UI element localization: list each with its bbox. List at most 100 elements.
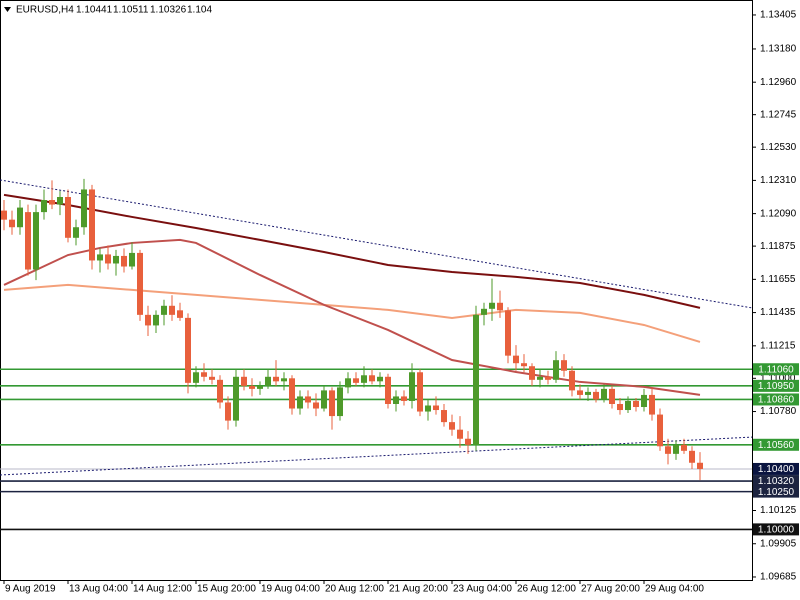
candle-body: [529, 366, 535, 380]
chart-title: EURUSD,H4: [16, 5, 74, 16]
header-low: 1.10326: [150, 5, 187, 16]
candle-body: [57, 197, 63, 205]
y-tick-label: 1.12530: [760, 142, 797, 153]
level-label: 1.10400: [758, 464, 795, 475]
level-label: 1.10320: [758, 476, 795, 487]
y-tick-label: 1.11875: [760, 241, 796, 252]
candle-body: [337, 387, 343, 417]
candle-body: [401, 396, 407, 401]
level-label: 1.10000: [758, 525, 795, 536]
y-tick-label: 1.13405: [760, 10, 797, 21]
candle-body: [449, 422, 455, 430]
level-label-box: [753, 475, 799, 488]
candle-body: [537, 376, 543, 380]
candle-body: [41, 200, 47, 213]
x-tick-label: 23 Aug 04:00: [453, 584, 512, 595]
y-tick-label: 1.11215: [760, 340, 796, 351]
candle-body: [65, 197, 71, 238]
trendline: [0, 179, 753, 309]
candle-body: [481, 308, 487, 315]
header-close: 1.104: [187, 5, 212, 16]
candle-body: [345, 378, 351, 388]
trendline: [0, 436, 753, 476]
candle-body: [441, 410, 447, 423]
candle-body: [617, 403, 623, 411]
header-high: 1.10511: [113, 5, 149, 16]
candle-body: [153, 314, 159, 326]
candle-body: [241, 376, 247, 386]
candle-body: [505, 310, 511, 356]
candle-body: [321, 390, 327, 409]
candle-body: [17, 207, 23, 228]
y-tick-label: 1.09685: [760, 572, 797, 583]
x-tick-label: 20 Aug 12:00: [325, 584, 384, 595]
candle-body: [209, 376, 215, 380]
candle-body: [585, 391, 591, 395]
candle-body: [257, 385, 263, 389]
y-tick-label: 1.12960: [760, 77, 797, 88]
plot-frame: [0, 0, 753, 581]
candle-body: [593, 391, 599, 400]
candle-body: [33, 212, 39, 270]
candle-body: [145, 314, 151, 326]
candle-body: [433, 405, 439, 411]
candle-body: [49, 200, 55, 205]
candle-body: [193, 372, 199, 383]
candle-body: [97, 254, 103, 261]
level-label-box: [753, 379, 799, 392]
candle-body: [249, 385, 255, 389]
x-tick-label: 13 Aug 04:00: [69, 584, 128, 595]
x-tick-label: 19 Aug 04:00: [261, 584, 320, 595]
candle-body: [137, 252, 143, 315]
candle-body: [521, 363, 527, 367]
candle-body: [265, 376, 271, 386]
candle-body: [641, 394, 647, 408]
candle-body: [577, 390, 583, 395]
candle-body: [289, 378, 295, 409]
level-label: 1.10560: [758, 440, 795, 451]
candle-body: [73, 227, 79, 238]
candle-body: [625, 400, 631, 411]
candle-body: [473, 314, 479, 445]
candle-body: [361, 375, 367, 383]
menu-arrow[interactable]: [4, 7, 11, 12]
candle-body: [697, 462, 703, 469]
candle-body: [217, 379, 223, 403]
moving-average: [3, 283, 701, 343]
y-tick-label: 1.12745: [760, 109, 797, 120]
candle-body: [497, 302, 503, 311]
candle-body: [633, 400, 639, 408]
y-tick-label: 1.09905: [760, 538, 797, 549]
candle-body: [673, 444, 679, 454]
level-label-box: [753, 462, 799, 475]
candle-body: [313, 402, 319, 409]
candle-body: [113, 255, 119, 264]
candle-body: [129, 252, 135, 267]
y-tick-label: 1.11655: [760, 274, 796, 285]
level-label-box: [753, 363, 799, 376]
x-tick-label: 21 Aug 20:00: [389, 584, 448, 595]
candle-body: [601, 388, 607, 400]
level-label-box: [753, 523, 799, 536]
level-label-box: [753, 393, 799, 406]
candle-body: [513, 355, 519, 364]
y-tick-label: 1.12310: [760, 175, 797, 186]
candle-body: [353, 378, 359, 383]
candle-body: [465, 438, 471, 445]
candle-body: [425, 405, 431, 412]
candle-body: [121, 255, 127, 267]
candle-body: [385, 376, 391, 404]
candle-body: [665, 446, 671, 454]
y-tick-label: 1.10125: [760, 505, 797, 516]
candle-body: [305, 396, 311, 403]
x-tick-label: 15 Aug 20:00: [197, 584, 256, 595]
x-tick-label: 26 Aug 12:00: [517, 584, 576, 595]
candle-body: [657, 414, 663, 447]
candle-body: [369, 375, 375, 382]
candle-body: [25, 212, 31, 270]
candle-body: [417, 372, 423, 412]
candle-body: [273, 376, 279, 382]
candle-body: [457, 429, 463, 439]
candle-body: [233, 376, 239, 421]
